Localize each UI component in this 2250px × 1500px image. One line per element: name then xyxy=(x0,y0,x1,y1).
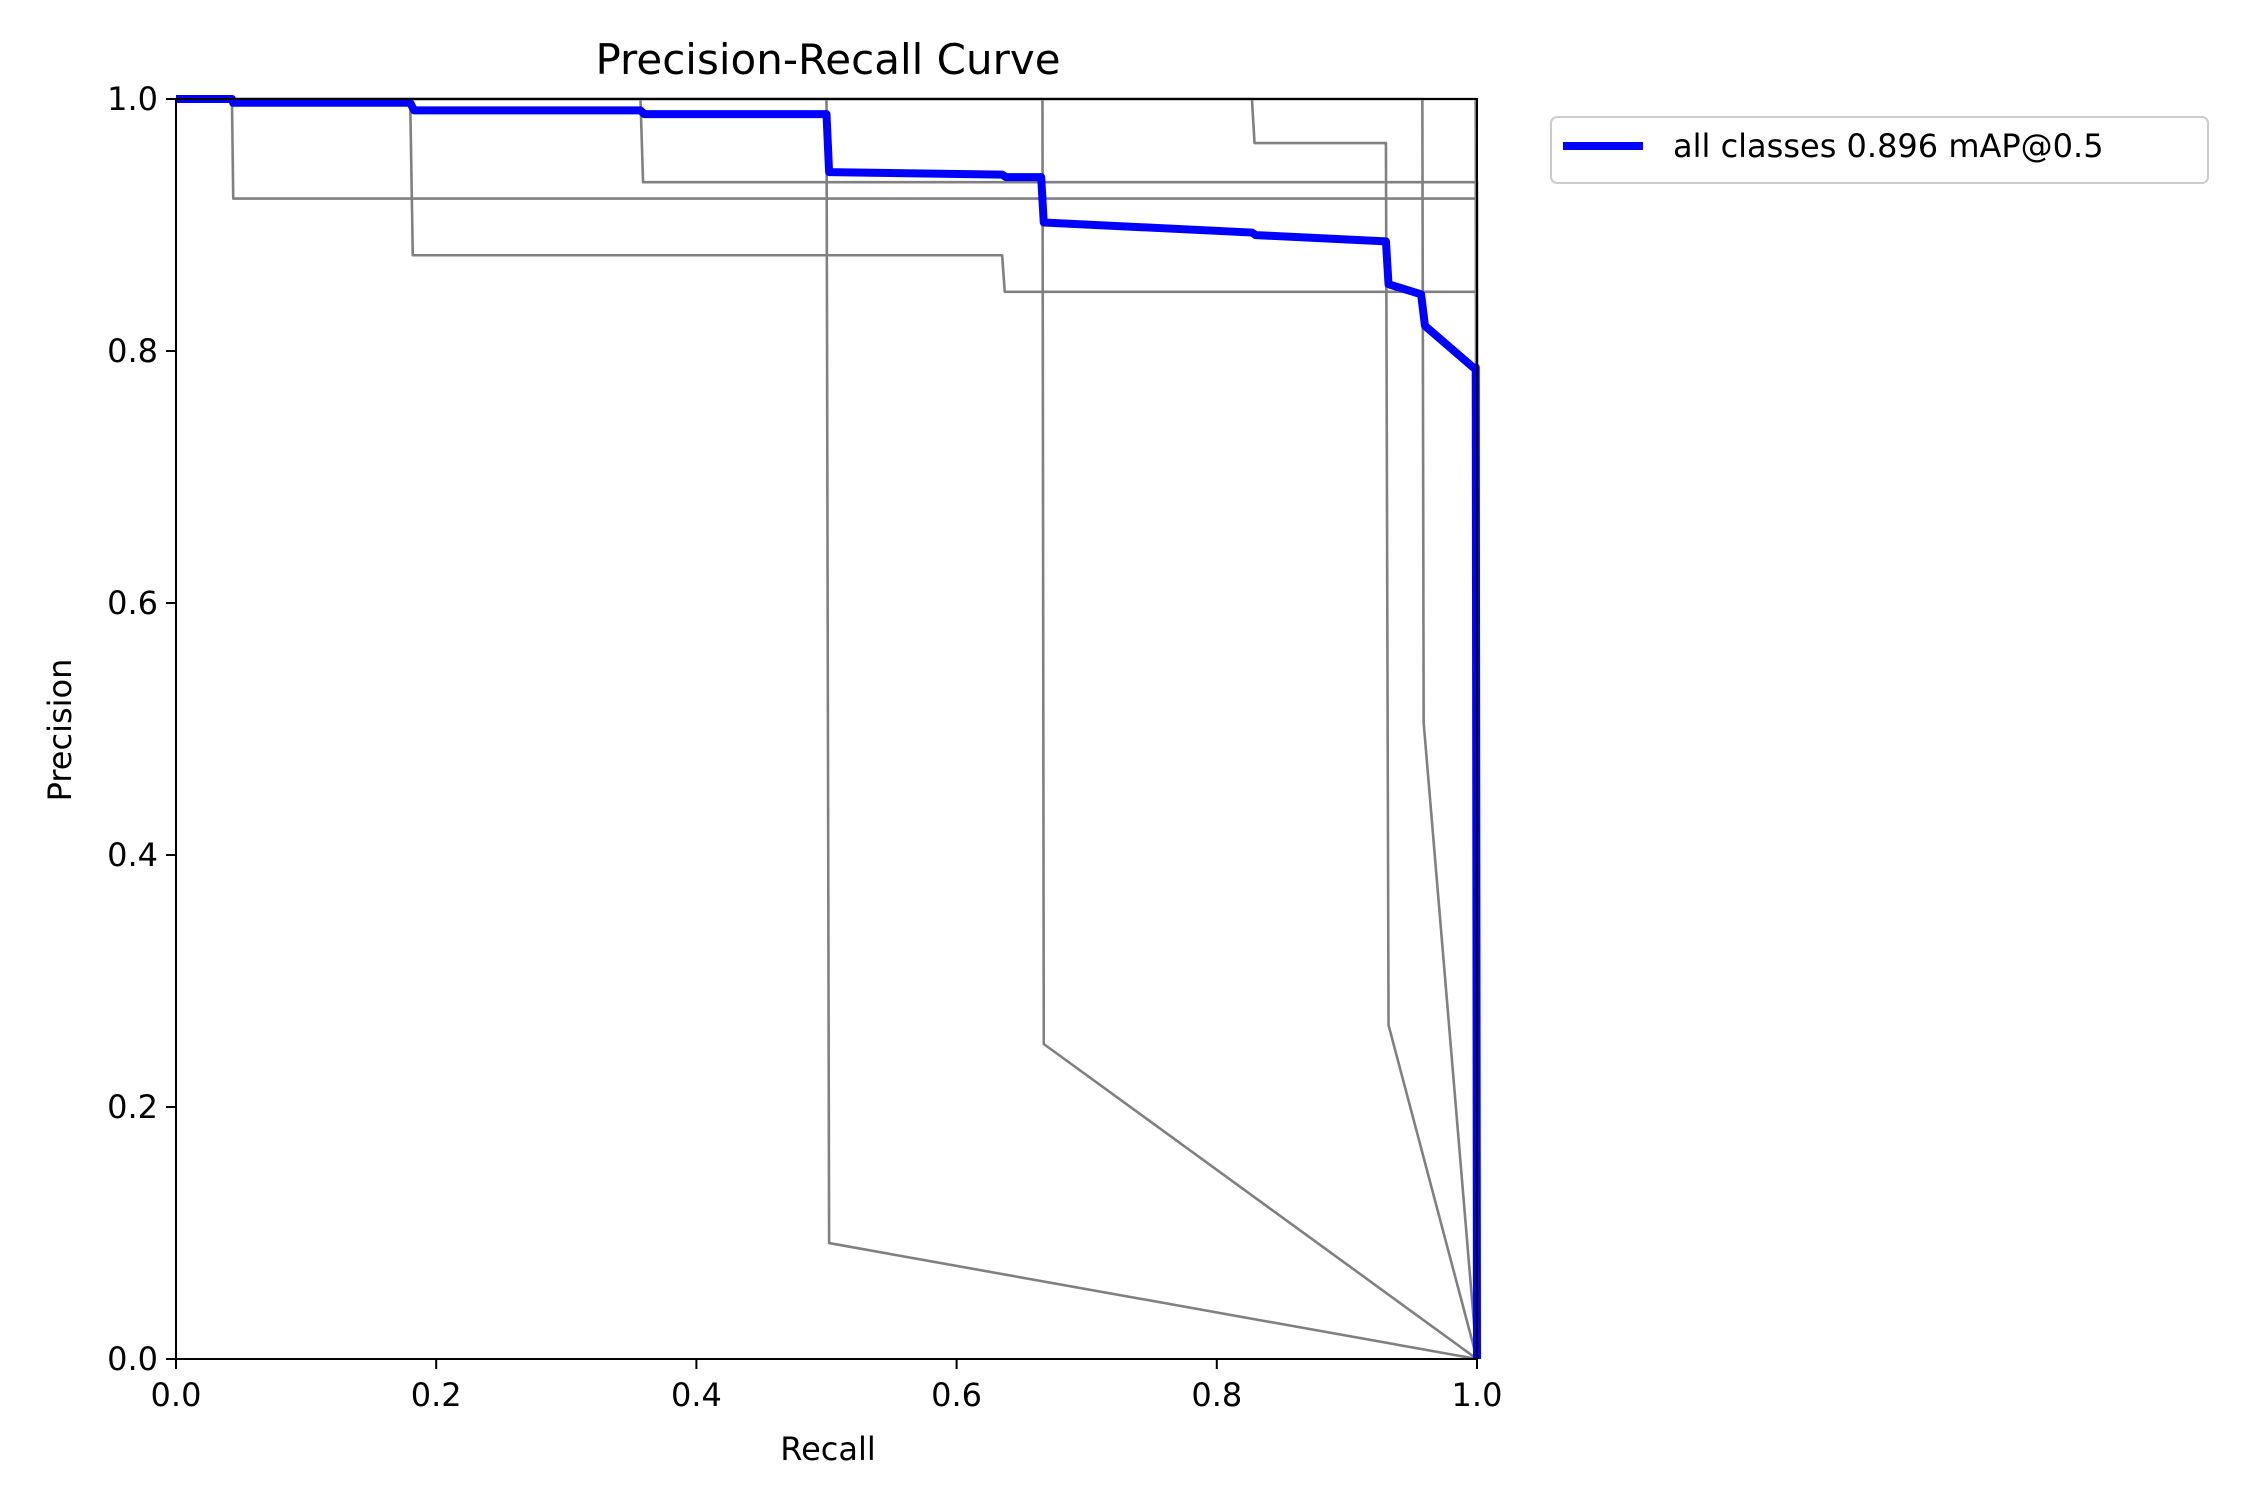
x-axis-ticks: 0.0 0.2 0.4 0.6 0.8 1.0 xyxy=(151,1359,1503,1414)
y-tick-label: 0.0 xyxy=(107,1340,158,1378)
legend-label-all-classes: all classes 0.896 mAP@0.5 xyxy=(1673,127,2104,165)
y-tick-label: 0.2 xyxy=(107,1088,158,1126)
x-tick-label: 1.0 xyxy=(1452,1376,1503,1414)
x-tick-label: 0.8 xyxy=(1191,1376,1242,1414)
x-tick-label: 0.6 xyxy=(931,1376,982,1414)
axes-border xyxy=(175,98,1478,1360)
y-tick-label: 0.8 xyxy=(107,332,158,370)
y-tick-label: 0.6 xyxy=(107,584,158,622)
chart-title: Precision-Recall Curve xyxy=(595,35,1060,84)
y-axis-ticks: 0.0 0.2 0.4 0.6 0.8 1.0 xyxy=(107,80,176,1378)
x-axis-label: Recall xyxy=(780,1430,875,1468)
series-line-all-classes xyxy=(176,95,1481,1360)
x-tick-label: 0.0 xyxy=(151,1376,202,1414)
y-tick-label: 0.4 xyxy=(107,836,158,874)
legend-frame xyxy=(1550,116,2209,184)
x-tick-label: 0.4 xyxy=(671,1376,722,1414)
x-tick-label: 0.2 xyxy=(411,1376,462,1414)
legend: all classes 0.896 mAP@0.5 xyxy=(1550,116,2209,184)
plot-area xyxy=(175,95,1481,1361)
y-tick-label: 1.0 xyxy=(107,80,158,118)
y-axis-label: Precision xyxy=(41,659,79,802)
